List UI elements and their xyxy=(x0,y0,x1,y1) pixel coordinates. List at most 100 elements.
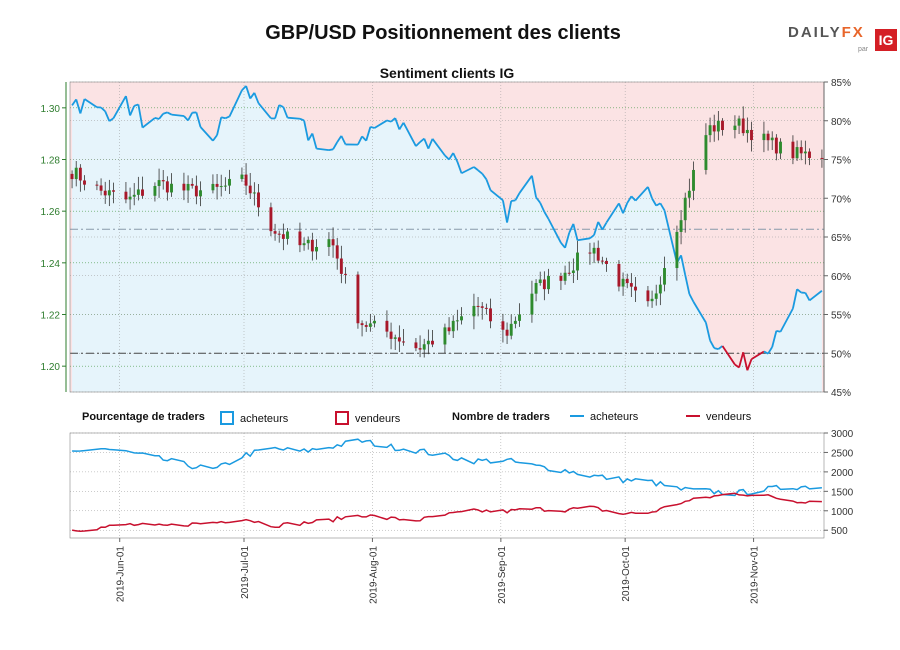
sentiment-line-segment xyxy=(71,98,77,106)
candle-body xyxy=(335,245,339,259)
sentiment-line-segment xyxy=(274,104,281,119)
candle-body xyxy=(302,243,306,246)
price-tick-label: 1.22 xyxy=(41,311,61,322)
date-tick-label: 2019-Nov-01 xyxy=(750,546,761,604)
candle-body xyxy=(240,174,244,179)
candle-body xyxy=(277,233,281,235)
sentiment-line-segment xyxy=(374,119,388,129)
date-tick-label: 2019-Sep-01 xyxy=(497,546,508,604)
legend-pct-buyers: acheteurs xyxy=(220,411,288,425)
count-tick-label: 2500 xyxy=(831,448,854,459)
sentiment-tick-label: 85% xyxy=(831,78,851,89)
candle-body xyxy=(136,189,140,195)
legend-count-sellers: vendeurs xyxy=(686,411,751,423)
candle-body xyxy=(331,239,335,246)
sentiment-line-segment xyxy=(709,340,716,349)
sentiment-tick-label: 60% xyxy=(831,272,851,283)
candle-body xyxy=(286,231,289,239)
sentiment-line-segment xyxy=(137,104,144,128)
sentiment-line-segment xyxy=(776,330,781,333)
candle-body xyxy=(451,320,455,332)
sentiment-line-segment xyxy=(514,192,521,201)
candle-body xyxy=(190,183,194,186)
candle-body xyxy=(501,321,505,330)
candle-body xyxy=(431,340,434,345)
sentiment-line-segment xyxy=(340,135,347,145)
candle-body xyxy=(228,178,231,186)
sentiment-line-segment xyxy=(365,126,372,141)
candle-body xyxy=(170,183,173,193)
candle-body xyxy=(518,314,521,321)
candle-body xyxy=(480,306,484,308)
sentiment-line-segment xyxy=(767,346,773,355)
sentiment-line-segment xyxy=(129,105,136,116)
sentiment-line-segment xyxy=(763,350,769,355)
candle-body xyxy=(194,185,198,197)
sentiment-line-segment xyxy=(663,210,678,264)
candle-body xyxy=(356,274,360,324)
sentiment-line-segment xyxy=(199,126,214,142)
candle-body xyxy=(397,337,401,342)
candle-body xyxy=(157,180,161,186)
candle-body xyxy=(215,183,219,187)
dailyfx-logo: DAILYFX par IG xyxy=(788,24,898,64)
candle-body xyxy=(273,231,277,234)
candle-body xyxy=(103,190,107,196)
candle-body xyxy=(658,284,662,294)
candle-body xyxy=(542,279,546,290)
sentiment-line-segment xyxy=(448,152,454,161)
candle-body xyxy=(472,305,476,317)
sentiment-line-segment xyxy=(796,288,802,294)
sentiment-line-segment xyxy=(680,255,687,276)
candle-body xyxy=(112,190,115,192)
candle-body xyxy=(219,186,223,188)
chart-subtitle: Sentiment clients IG xyxy=(379,65,515,81)
sentiment-line-segment xyxy=(84,98,98,108)
candle-body xyxy=(460,316,463,321)
sentiment-line-segment xyxy=(771,330,778,348)
sentiment-line-segment xyxy=(398,122,405,130)
candle-body xyxy=(124,191,128,200)
legend-count-buyers-label: acheteurs xyxy=(590,411,639,423)
sentiment-line-segment xyxy=(477,169,483,175)
candle-body xyxy=(650,298,654,302)
count-tick-label: 2000 xyxy=(831,468,854,479)
sentiment-line-segment xyxy=(278,104,284,108)
sentiment-line-segment xyxy=(311,133,318,149)
sentiment-tick-label: 55% xyxy=(831,311,851,322)
candle-body xyxy=(141,189,144,196)
candle-body xyxy=(513,320,517,324)
candle-body xyxy=(389,331,393,339)
candle-body xyxy=(165,181,169,193)
candle-body xyxy=(621,278,625,287)
sentiment-line-segment xyxy=(601,222,608,231)
candle-body xyxy=(306,239,310,244)
candle-body xyxy=(257,192,260,208)
sentiment-line-segment xyxy=(245,85,252,99)
sentiment-line-segment xyxy=(456,161,463,174)
buyers-swatch xyxy=(220,411,234,425)
candle-body xyxy=(107,190,111,196)
sentiment-line-segment xyxy=(630,195,637,202)
sentiment-line-segment xyxy=(452,152,459,163)
sentiment-line-segment xyxy=(216,117,223,136)
candle-body xyxy=(252,192,256,194)
sentiment-line-segment xyxy=(804,292,811,301)
candle-body xyxy=(766,133,770,141)
candle-body xyxy=(360,323,364,326)
candle-body xyxy=(489,308,492,322)
sentiment-line-segment xyxy=(489,189,504,202)
date-tick-label: 2019-Jul-01 xyxy=(240,546,251,599)
candle-body xyxy=(683,197,687,221)
sentiment-line-segment xyxy=(705,322,711,341)
sentiment-line-segment xyxy=(112,95,127,119)
candle-body xyxy=(70,173,74,180)
candle-body xyxy=(600,260,604,262)
sentiment-line-segment xyxy=(647,186,653,199)
sentiment-tick-label: 45% xyxy=(831,388,851,399)
sentiment-line-segment xyxy=(518,175,533,194)
candle-body xyxy=(803,151,807,154)
candle-body xyxy=(708,125,712,136)
chart-title: GBP/USD Positionnement des clients xyxy=(265,22,621,44)
sentiment-line-segment xyxy=(431,138,446,157)
